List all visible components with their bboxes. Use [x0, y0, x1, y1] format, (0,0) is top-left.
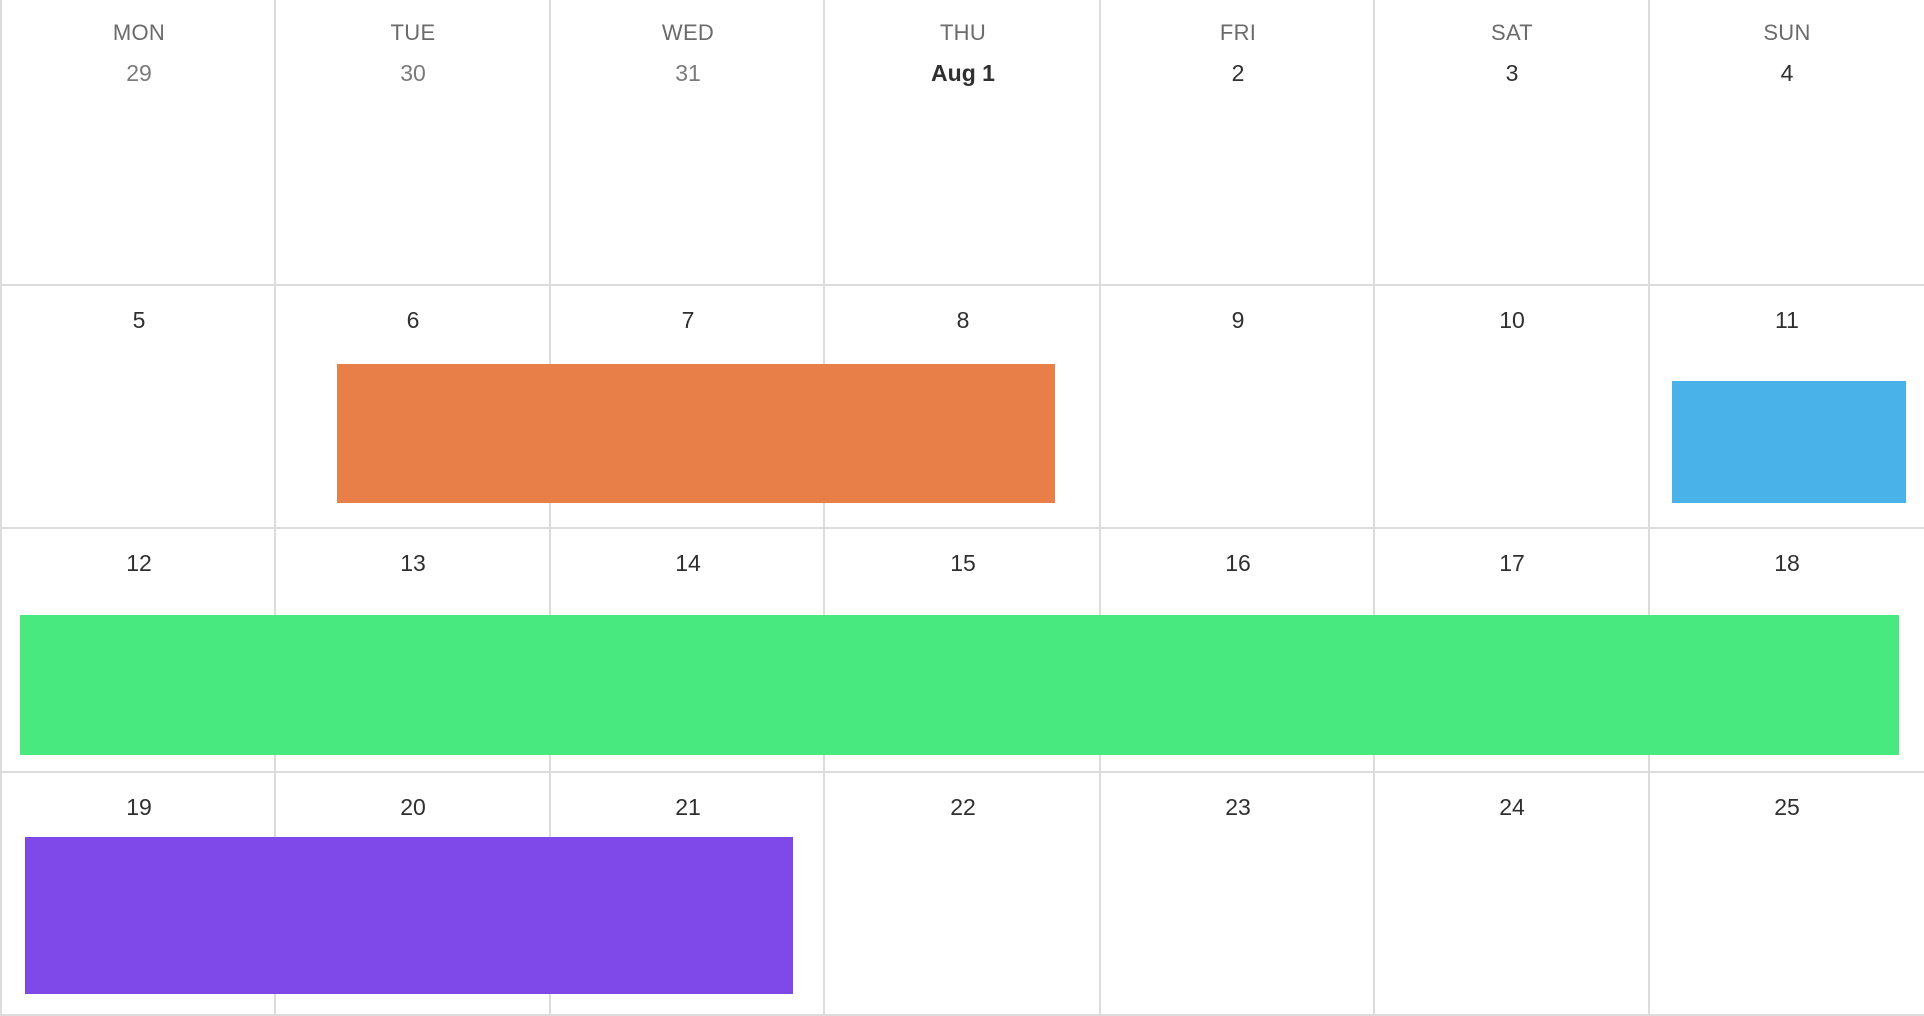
- day-cell[interactable]: 25: [1648, 773, 1924, 1016]
- day-cell[interactable]: 10: [1373, 286, 1649, 529]
- weekday-label-mon: MON: [112, 20, 166, 45]
- date-label: Aug 1: [931, 60, 995, 86]
- date-label: 19: [126, 794, 152, 820]
- event-bar-orange[interactable]: [337, 364, 1055, 503]
- event-bar-purple[interactable]: [25, 837, 793, 994]
- event-bar-green[interactable]: [20, 615, 1899, 755]
- weekday-label-thu: THU: [939, 20, 987, 45]
- day-cell[interactable]: 6: [274, 286, 550, 529]
- day-cell-wed[interactable]: WED 31: [549, 0, 825, 286]
- day-cell[interactable]: 24: [1373, 773, 1649, 1016]
- date-label: 17: [1499, 550, 1525, 576]
- day-cell[interactable]: 9: [1099, 286, 1375, 529]
- date-label: 2: [1231, 60, 1245, 86]
- date-label: 7: [681, 307, 695, 333]
- date-label: 6: [406, 307, 420, 333]
- date-label: 4: [1780, 60, 1794, 86]
- date-label: 5: [132, 307, 146, 333]
- day-cell-tue[interactable]: TUE 30: [274, 0, 550, 286]
- date-label: 22: [950, 794, 976, 820]
- weekday-label-wed: WED: [661, 20, 715, 45]
- date-label: 30: [400, 60, 426, 86]
- weekday-label-fri: FRI: [1219, 20, 1257, 45]
- date-label: 24: [1499, 794, 1525, 820]
- day-cell-fri[interactable]: FRI 2: [1099, 0, 1375, 286]
- grid-bottom-line: [0, 1014, 1924, 1016]
- date-label: 21: [675, 794, 701, 820]
- day-cell-mon[interactable]: MON 29: [0, 0, 276, 286]
- date-label: 9: [1231, 307, 1245, 333]
- date-label: 15: [950, 550, 976, 576]
- date-label: 8: [956, 307, 970, 333]
- day-cell-sun[interactable]: SUN 4: [1648, 0, 1924, 286]
- day-cell[interactable]: 23: [1099, 773, 1375, 1016]
- week-row-1: MON 29 TUE 30 WED 31 THU Aug 1 FRI 2 SAT…: [0, 0, 1924, 286]
- day-cell-sat[interactable]: SAT 3: [1373, 0, 1649, 286]
- day-cell[interactable]: 11: [1648, 286, 1924, 529]
- date-label: 25: [1774, 794, 1800, 820]
- day-cell-thu[interactable]: THU Aug 1: [823, 0, 1101, 286]
- event-bar-blue[interactable]: [1672, 381, 1906, 503]
- weekday-label-sat: SAT: [1490, 20, 1534, 45]
- date-label: 12: [126, 550, 152, 576]
- date-label: 18: [1774, 550, 1800, 576]
- date-label: 13: [400, 550, 426, 576]
- day-cell[interactable]: 19: [0, 773, 276, 1016]
- date-label: 20: [400, 794, 426, 820]
- weekday-label-sun: SUN: [1763, 20, 1811, 45]
- weekday-label-tue: TUE: [390, 20, 436, 45]
- date-label: 23: [1225, 794, 1251, 820]
- date-label: 31: [675, 60, 701, 86]
- date-label: 3: [1505, 60, 1519, 86]
- day-cell[interactable]: 22: [823, 773, 1101, 1016]
- date-label: 10: [1499, 307, 1525, 333]
- day-cell[interactable]: 5: [0, 286, 276, 529]
- date-label: 11: [1775, 307, 1799, 333]
- date-label: 14: [675, 550, 701, 576]
- date-label: 16: [1225, 550, 1251, 576]
- day-cell[interactable]: 12: [0, 529, 276, 773]
- date-label: 29: [126, 60, 152, 86]
